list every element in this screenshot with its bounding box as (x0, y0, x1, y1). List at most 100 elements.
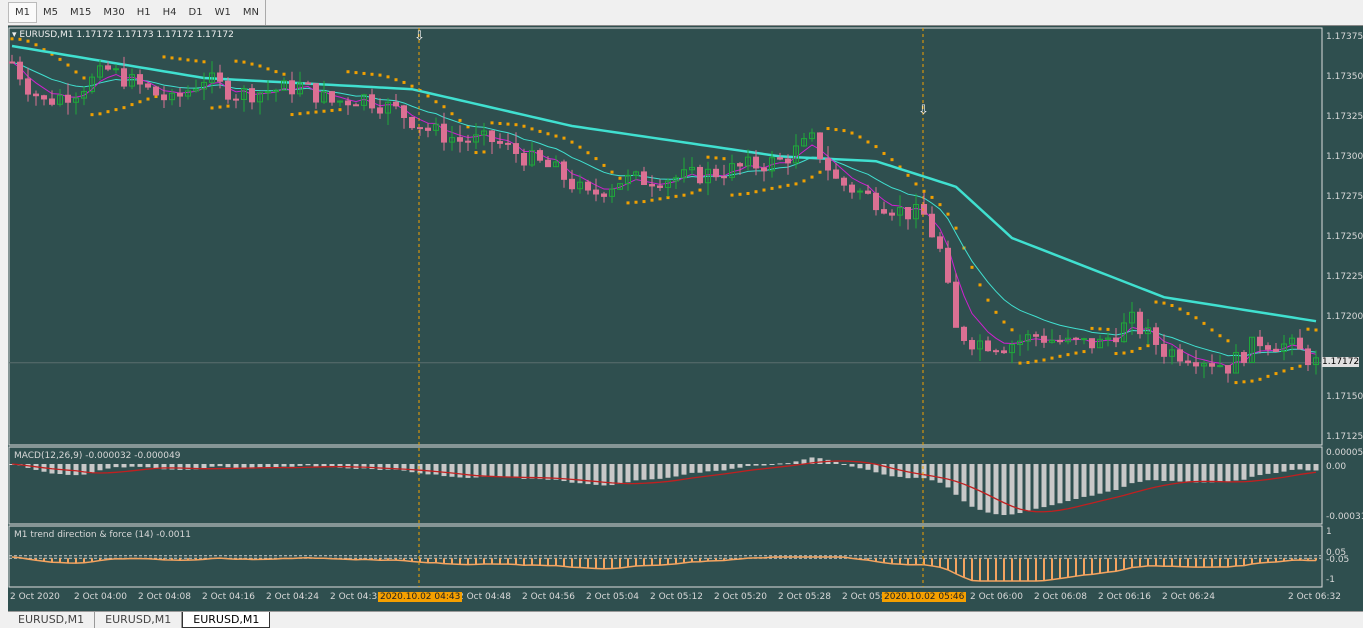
macd-histogram-bar (153, 464, 159, 469)
sar-dot (402, 80, 406, 84)
macd-histogram-bar (377, 464, 383, 470)
candle-bear (921, 203, 927, 215)
candle-bear (369, 94, 375, 109)
candle-bear (41, 95, 47, 100)
sar-dot (322, 109, 326, 113)
macd-histogram-bar (673, 464, 679, 477)
macd-histogram-bar (1297, 464, 1303, 470)
timeframe-m30[interactable]: M30 (103, 7, 125, 18)
macd-histogram-bar (425, 464, 431, 475)
macd-histogram-bar (505, 464, 511, 477)
macd-histogram-bar (801, 459, 807, 464)
candle-bear (1041, 335, 1047, 343)
timeframe-w1[interactable]: W1 (214, 7, 231, 18)
sar-dot (706, 155, 710, 159)
macd-histogram-bar (777, 463, 783, 465)
candle-bear (9, 61, 15, 64)
candle-bull (1145, 327, 1151, 335)
chart-title: ▾ EURUSD,M1 1.17172 1.17173 1.17172 1.17… (12, 30, 234, 40)
macd-histogram-bar (785, 463, 791, 465)
macd-histogram-bar (1313, 464, 1319, 471)
sar-dot (434, 100, 438, 104)
timeframe-m15[interactable]: M15 (70, 7, 92, 18)
macd-histogram-bar (633, 464, 639, 481)
macd-histogram-bar (1161, 464, 1167, 481)
ma-slow-line (11, 44, 1317, 323)
macd-axis-label: 0.000056 (1326, 448, 1363, 459)
candle-bear (121, 68, 127, 87)
macd-histogram-bar (129, 464, 135, 467)
candle-bull (1121, 322, 1127, 343)
timeframe-h1[interactable]: H1 (136, 7, 151, 18)
candle-bull (689, 166, 695, 171)
candle-bear (569, 178, 575, 190)
candle-bull (1049, 339, 1055, 343)
candle-bear (49, 98, 55, 105)
candle-bull (449, 137, 455, 143)
candle-bear (457, 137, 463, 142)
chart-tab[interactable]: EURUSD,M1 (182, 612, 271, 628)
macd-histogram-bar (681, 464, 687, 475)
sar-dot (826, 127, 830, 131)
sar-dot (578, 145, 582, 149)
timeframe-m1[interactable]: M1 (8, 2, 37, 23)
macd-histogram-bar (233, 464, 239, 469)
sar-dot (858, 135, 862, 139)
sar-dot (642, 200, 646, 204)
macd-histogram-bar (393, 464, 399, 470)
macd-histogram-bar (73, 464, 79, 476)
macd-histogram-bar (1257, 464, 1263, 476)
candle-bear (985, 340, 991, 352)
sar-dot (514, 123, 518, 127)
sar-dot (906, 173, 910, 177)
candle-bull (1017, 340, 1023, 345)
sar-dot (42, 48, 46, 52)
candle-bull (769, 157, 775, 172)
sar-dot (1210, 328, 1214, 332)
sar-dot (602, 163, 606, 167)
timeframe-m5[interactable]: M5 (43, 7, 58, 18)
candle-bear (1113, 337, 1119, 343)
macd-histogram-bar (937, 464, 943, 483)
sar-dot (34, 43, 38, 47)
macd-histogram-bar (649, 464, 655, 480)
timeframe-mn[interactable]: MN (242, 7, 259, 18)
candle-bull (321, 91, 327, 103)
macd-histogram-bar (1153, 464, 1159, 481)
candle-bull (97, 65, 103, 78)
candle-bear (417, 127, 423, 130)
sar-dot (210, 106, 214, 110)
macd-histogram-bar (1057, 464, 1063, 504)
time-axis-label: 2 Oct 04:16 (202, 592, 255, 602)
macd-histogram-bar (793, 461, 799, 464)
candle-bear (721, 176, 727, 179)
candle-bull (297, 82, 303, 95)
sar-dot (1122, 351, 1126, 355)
candle-bull (633, 171, 639, 176)
timeframe-h4[interactable]: H4 (162, 7, 177, 18)
sar-dot (570, 140, 574, 144)
macd-histogram-bar (1185, 464, 1191, 483)
macd-histogram-bar (737, 464, 743, 468)
sar-dot (1138, 346, 1142, 350)
macd-histogram-bar (225, 464, 231, 468)
macd-histogram-bar (1137, 464, 1143, 482)
chart-window[interactable]: ⇩ ⇩ ▾ EURUSD,M1 1.17172 1.17173 1.17172 1… (8, 25, 1363, 611)
sar-dot (1002, 320, 1006, 324)
macd-histogram-bar (577, 464, 583, 484)
macd-histogram-bar (593, 464, 599, 485)
macd-histogram-bar (105, 464, 111, 469)
sar-dot (794, 182, 798, 186)
candle-bear (929, 213, 935, 238)
timeframe-d1[interactable]: D1 (188, 7, 203, 18)
collapse-triangle-icon[interactable]: ▾ (12, 30, 20, 40)
trend-axis-label: -1 (1326, 575, 1335, 585)
macd-histogram-bar (985, 464, 991, 513)
macd-histogram-bar (409, 464, 415, 473)
chart-tab[interactable]: EURUSD,M1 (8, 612, 96, 628)
candle-bull (897, 207, 903, 216)
down-arrow-icon: ⇩ (918, 103, 929, 118)
macd-histogram-bar (689, 464, 695, 473)
chart-canvas[interactable]: ⇩⇩ (8, 26, 1363, 612)
chart-tab[interactable]: EURUSD,M1 (95, 612, 183, 628)
